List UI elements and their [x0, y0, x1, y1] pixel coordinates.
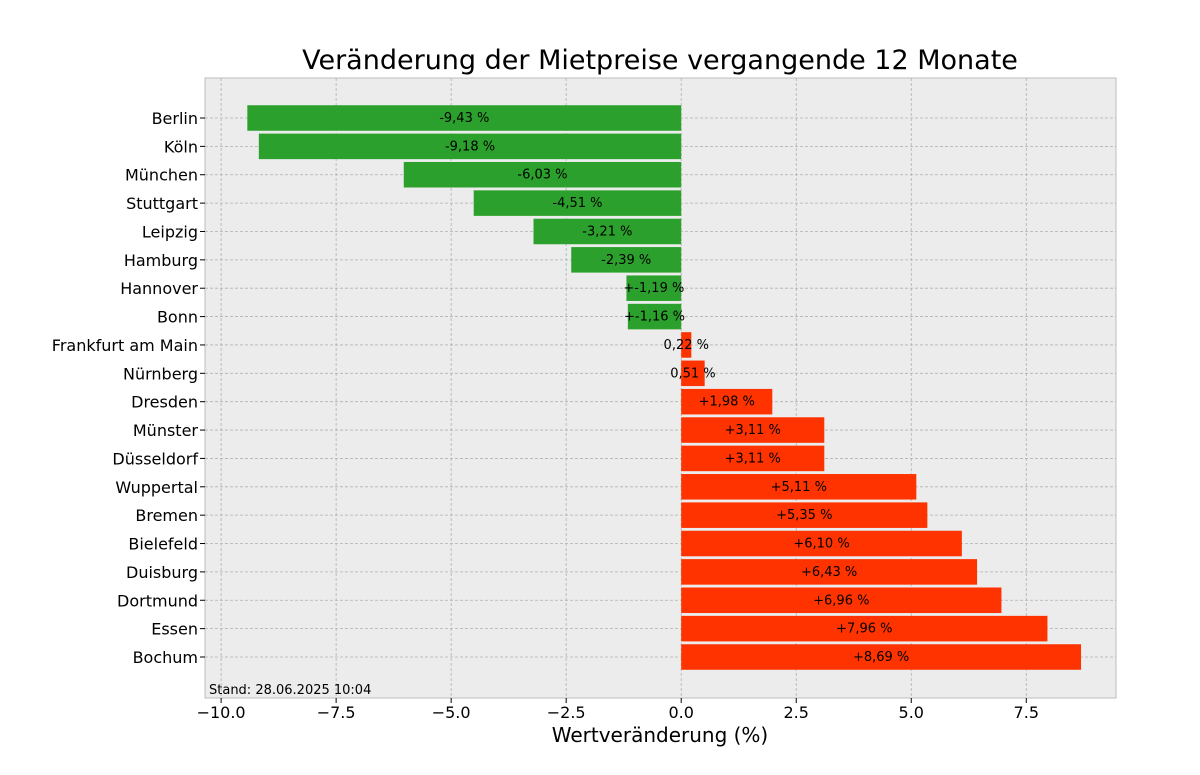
y-tick-label: Münster	[133, 421, 199, 440]
bar	[258, 133, 682, 160]
bar	[247, 105, 682, 131]
bar	[681, 417, 825, 443]
x-tick-label: −7.5	[317, 703, 356, 722]
y-tick-label: Wuppertal	[115, 478, 198, 497]
x-axis-label: Wertveränderung (%)	[552, 723, 769, 747]
bar	[681, 474, 917, 500]
bar	[681, 445, 825, 472]
y-tick-label: Dresden	[131, 393, 198, 412]
bar	[681, 559, 978, 585]
bar-value-label: +6,96 %	[813, 593, 869, 608]
y-tick-label: Köln	[164, 137, 198, 156]
bar	[533, 218, 682, 245]
y-tick-label: Frankfurt am Main	[52, 336, 198, 355]
y-tick-label: Nürnberg	[123, 364, 198, 383]
bar-value-label: +1,98 %	[699, 395, 755, 410]
y-tick-label: Essen	[151, 620, 198, 639]
bar-value-label: +5,11 %	[771, 480, 827, 495]
y-tick-label: Dortmund	[117, 591, 198, 610]
bars	[247, 105, 1082, 670]
timestamp-note: Stand: 28.06.2025 10:04	[209, 683, 371, 698]
bar	[627, 303, 682, 330]
y-tick-label: Bochum	[133, 648, 198, 667]
x-tick-label: 7.5	[1014, 703, 1039, 722]
bar-value-label: +3,11 %	[725, 423, 781, 438]
chart-title: Veränderung der Mietpreise vergangende 1…	[302, 45, 1018, 76]
x-tick-label: 5.0	[899, 703, 924, 722]
y-tick-label: Duisburg	[126, 563, 198, 582]
y-tick-label: Hannover	[120, 279, 198, 298]
y-tick-label: Stuttgart	[126, 194, 198, 213]
bar	[681, 587, 1002, 614]
y-tick-label: München	[125, 166, 198, 185]
x-tick-label: −2.5	[547, 703, 586, 722]
bar-value-label: +-1,16 %	[624, 310, 685, 325]
y-tick-label: Berlin	[152, 109, 198, 128]
bar	[403, 161, 682, 188]
y-tick-label: Leipzig	[142, 222, 198, 241]
y-tick-label: Bremen	[135, 506, 198, 525]
bar	[681, 530, 962, 557]
bar-value-label: +7,96 %	[836, 622, 892, 637]
y-tick-label: Düsseldorf	[112, 449, 198, 468]
bar-value-label: -9,43 %	[439, 111, 489, 126]
bar	[681, 388, 773, 415]
x-tick-label: 2.5	[784, 703, 809, 722]
y-tick-label: Hamburg	[124, 251, 198, 270]
bar	[626, 275, 682, 301]
y-tick-labels: Berlin Köln München Stuttgart Leipzig Hamburg…	[52, 109, 205, 667]
bar	[473, 190, 682, 216]
bar-value-label: +6,43 %	[801, 565, 857, 580]
x-tick-labels: −10.0 −7.5 −5.0 −2.5 0.0 2.5 5.0 7.5	[197, 698, 1039, 722]
bar-value-label: -4,51 %	[552, 196, 602, 211]
bar-value-label: +6,10 %	[793, 537, 849, 552]
bar-value-label: +5,35 %	[776, 508, 832, 523]
bar-value-label: 0,51 %	[670, 366, 715, 381]
bar	[681, 615, 1048, 642]
bar	[681, 332, 692, 358]
bar-value-label: -6,03 %	[517, 168, 567, 183]
bar-value-label: +-1,19 %	[623, 281, 684, 296]
bar	[571, 247, 682, 273]
y-tick-label: Bonn	[157, 308, 198, 327]
bar	[681, 644, 1082, 670]
bar	[681, 360, 705, 387]
x-tick-label: −10.0	[197, 703, 246, 722]
bar-value-label: -3,21 %	[582, 224, 632, 239]
bar-value-label: +3,11 %	[725, 451, 781, 466]
bar	[681, 502, 928, 528]
bar-value-label: -2,39 %	[601, 253, 651, 268]
x-tick-label: −5.0	[432, 703, 471, 722]
y-tick-label: Bielefeld	[128, 535, 198, 554]
bar-labels: -9,43 % -9,18 % -6,03 % -4,51 % -3,21 % -2,39…	[439, 111, 909, 665]
bar-value-label: +8,69 %	[853, 650, 909, 665]
bar-value-label: 0,22 %	[664, 338, 709, 353]
x-tick-label: 0.0	[668, 703, 693, 722]
bar-value-label: -9,18 %	[445, 139, 495, 154]
